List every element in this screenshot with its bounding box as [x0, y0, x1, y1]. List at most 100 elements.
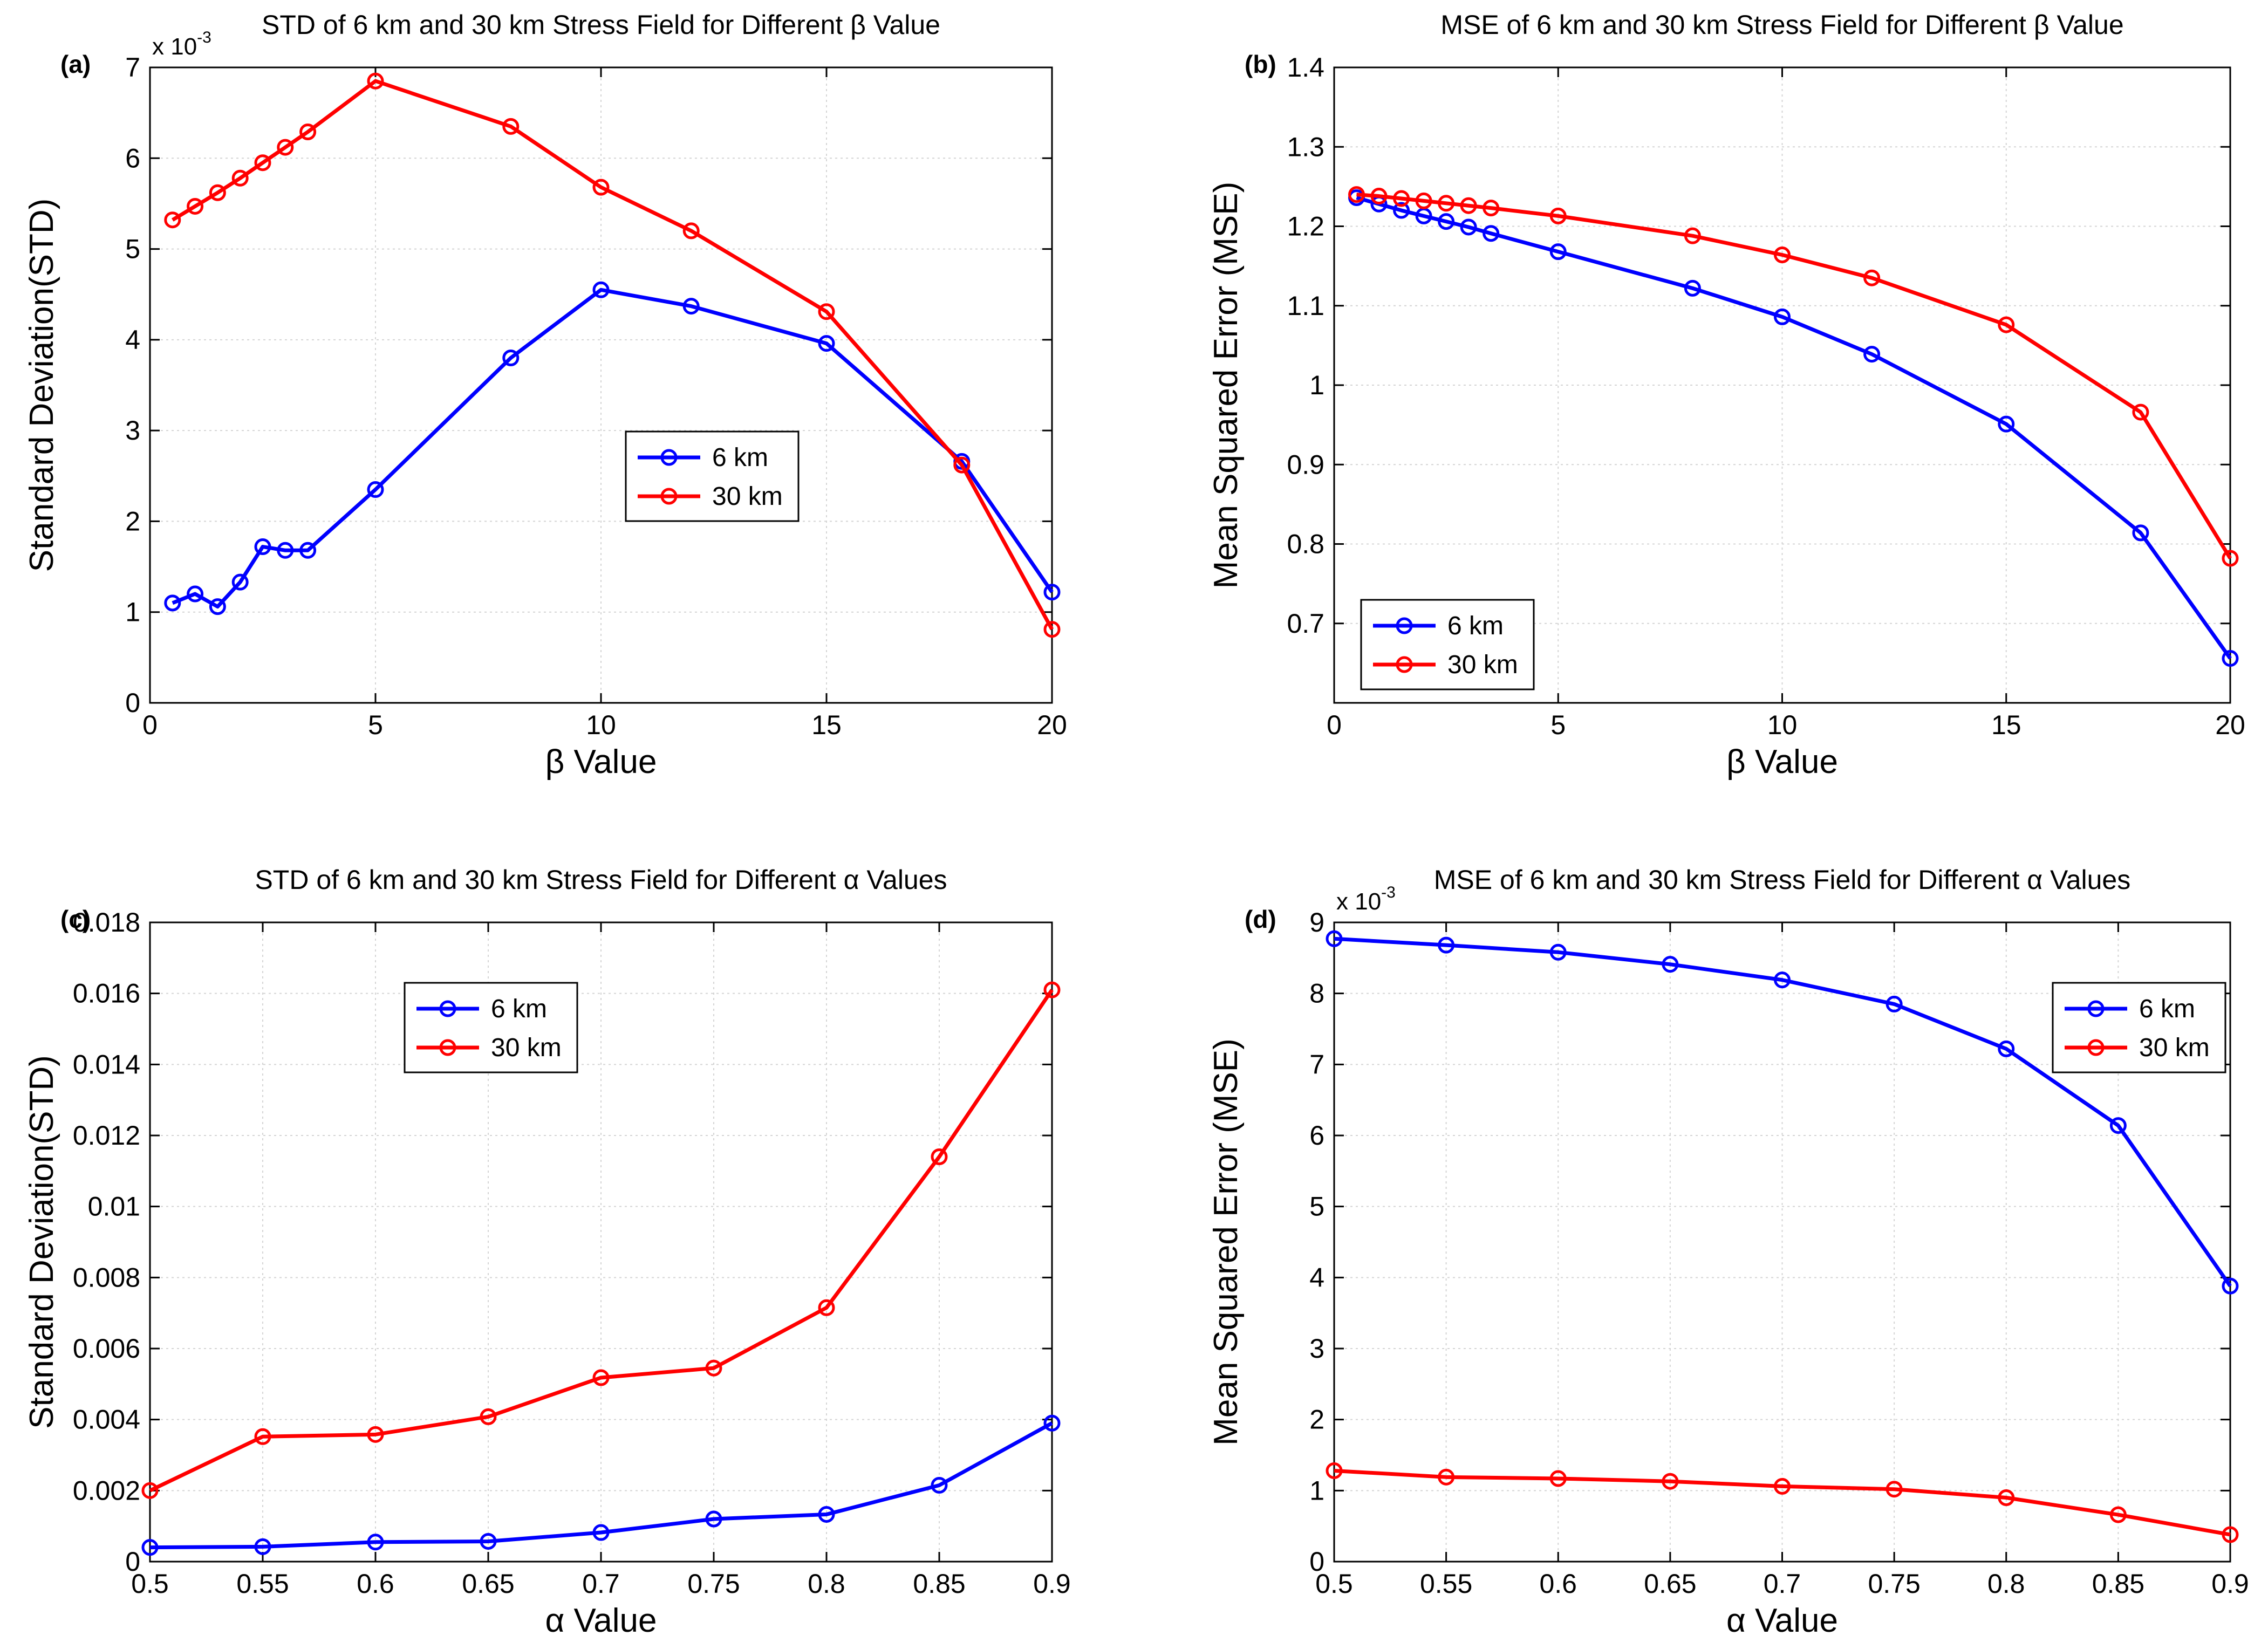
x-axis-label: β Value: [1726, 743, 1838, 781]
data-point: [231, 169, 249, 187]
x-tick-label: 0.9: [1033, 1569, 1071, 1599]
data-point: [818, 335, 835, 352]
legend: 6 km 30 km: [1360, 599, 1535, 690]
y-tick-label: 0.012: [73, 1120, 140, 1151]
legend-swatch-marker: [660, 488, 678, 505]
chart-title: STD of 6 km and 30 km Stress Field for D…: [255, 865, 947, 895]
data-point: [480, 1408, 497, 1425]
y-tick-label: 1.4: [1287, 52, 1324, 83]
x-tick-label: 0.65: [1644, 1569, 1696, 1599]
data-point: [2222, 1277, 2239, 1295]
data-point: [592, 281, 610, 298]
x-tick-label: 10: [586, 710, 616, 740]
y-tick-label: 0.014: [73, 1049, 140, 1079]
legend-swatch-marker: [439, 1000, 456, 1017]
y-axis-label: Standard Deviation(STD): [23, 199, 60, 572]
panel-label: (a): [60, 50, 91, 78]
y-tick-label: 0.9: [1287, 449, 1324, 480]
data-point: [164, 594, 181, 612]
data-point: [1863, 269, 1881, 286]
legend-swatch-marker: [439, 1039, 456, 1056]
x-tick-label: 0.55: [1420, 1569, 1472, 1599]
series-line-1: [1356, 193, 2232, 559]
x-tick-label: 15: [811, 710, 842, 740]
data-point: [1415, 192, 1432, 209]
y-tick-label: 6: [125, 143, 140, 173]
y-axis-label: Standard Deviation(STD): [23, 1055, 60, 1429]
legend-swatch-marker: [1396, 617, 1413, 634]
series-line-1: [1334, 1468, 2231, 1537]
legend-entry-label: 30 km: [712, 482, 783, 511]
data-point: [1348, 186, 1365, 203]
data-point: [1549, 943, 1567, 961]
data-point: [2109, 1506, 2127, 1523]
data-point: [1549, 1470, 1567, 1487]
data-point: [2109, 1117, 2127, 1134]
data-point: [209, 184, 226, 201]
chart-title: MSE of 6 km and 30 km Stress Field for D…: [1434, 865, 2130, 895]
data-point: [1886, 1481, 1903, 1498]
data-point: [1326, 1462, 1343, 1479]
x-tick-label: 0.85: [2092, 1569, 2144, 1599]
data-point: [480, 1532, 497, 1550]
x-tick-label: 20: [2215, 710, 2245, 740]
y-tick-label: 0.018: [73, 907, 140, 938]
y-tick-label: 7: [1309, 1049, 1324, 1079]
data-point: [164, 211, 181, 229]
x-tick-label: 0: [142, 710, 158, 740]
y-tick-label: 3: [125, 415, 140, 446]
y-tick-label: 0: [125, 688, 140, 718]
data-point: [209, 598, 226, 615]
data-point: [592, 1524, 610, 1541]
data-point: [1549, 243, 1567, 261]
data-point: [1043, 621, 1061, 638]
y-exponent-label: x 10-3: [1336, 884, 1396, 915]
data-point: [705, 1510, 722, 1528]
data-point: [1774, 247, 1791, 264]
data-point: [141, 1482, 159, 1499]
x-tick-label: 10: [1767, 710, 1798, 740]
data-point: [367, 72, 384, 90]
panel-label: (b): [1245, 50, 1276, 78]
y-tick-label: 1: [1309, 1475, 1324, 1506]
data-point: [1438, 213, 1455, 230]
y-tick-label: 0.8: [1287, 529, 1324, 559]
x-tick-label: 0: [1327, 710, 1342, 740]
data-point: [592, 1369, 610, 1386]
data-point: [367, 1426, 384, 1443]
x-tick-label: 0.65: [462, 1569, 514, 1599]
y-tick-label: 1: [125, 597, 140, 627]
data-point: [1549, 207, 1567, 224]
y-tick-label: 0: [1309, 1547, 1324, 1577]
data-point: [1998, 1040, 2015, 1057]
data-point: [2132, 524, 2149, 542]
legend-box: [625, 430, 800, 522]
legend: 6 km 30 km: [625, 430, 800, 522]
data-point: [187, 197, 204, 215]
x-tick-label: 0.5: [1315, 1569, 1353, 1599]
y-tick-label: 7: [125, 52, 140, 83]
data-point: [2222, 650, 2239, 667]
data-point: [1774, 971, 1791, 989]
x-tick-label: 0.9: [2211, 1569, 2249, 1599]
x-axis-label: α Value: [545, 1602, 657, 1639]
data-point: [1370, 188, 1388, 205]
data-point: [1662, 1473, 1679, 1490]
legend-entry-label: 30 km: [1447, 651, 1518, 679]
data-point: [1998, 316, 2015, 333]
data-point: [592, 179, 610, 196]
x-axis-label: α Value: [1726, 1602, 1838, 1639]
data-point: [1043, 1414, 1061, 1432]
data-point: [367, 1534, 384, 1551]
data-point: [2222, 550, 2239, 567]
data-point: [1460, 197, 1477, 214]
y-tick-label: 1: [1309, 370, 1324, 400]
data-point: [1774, 1477, 1791, 1495]
y-tick-label: 6: [1309, 1120, 1324, 1151]
data-point: [299, 123, 317, 140]
y-tick-label: 8: [1309, 979, 1324, 1009]
data-point: [1483, 225, 1500, 242]
legend-entry-label: 30 km: [491, 1034, 562, 1062]
data-point: [1043, 584, 1061, 601]
